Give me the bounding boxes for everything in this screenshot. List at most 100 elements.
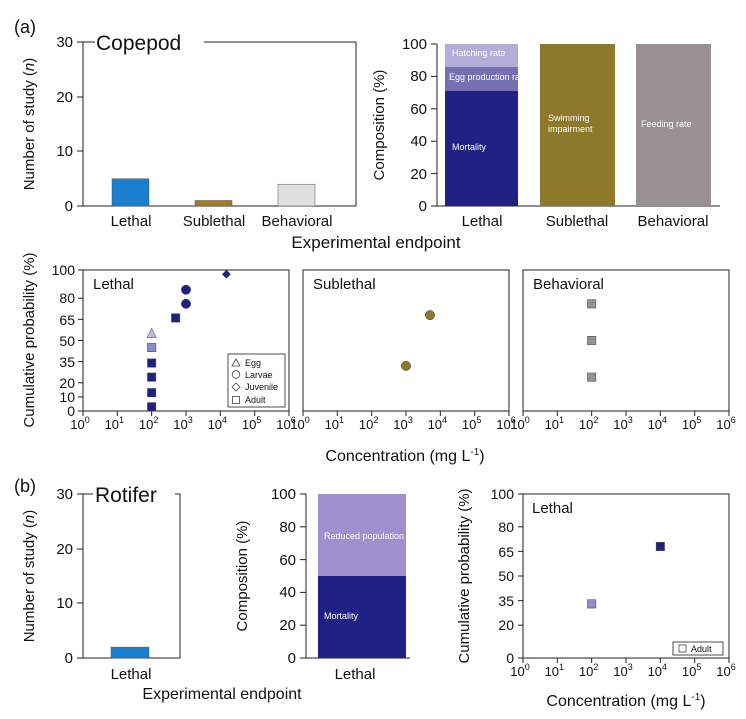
x-tick-label: 104 [648,662,667,679]
y-axis-label: Composition (%) [234,521,251,632]
panel-label-a: (a) [14,17,36,37]
y-tick: 80 [498,519,514,535]
legend-egg: Egg [245,358,261,368]
x-tick-label: 102 [579,415,598,432]
y-tick: 0 [65,650,73,667]
data-point-adult [171,313,181,323]
y-tick: 65 [59,312,75,328]
segment-label-swimming: Swimming impairment [548,113,593,134]
x-tick-label: Lethal [335,666,376,683]
y-tick: 0 [67,403,75,419]
y-tick: 20 [56,89,73,106]
x-tick-label: 100 [510,662,529,679]
y-tick: 20 [56,541,73,558]
x-tick-label: Lethal [111,213,152,230]
y-tick: 20 [410,166,427,183]
y-tick: 80 [59,290,75,306]
data-point-adult [147,388,157,398]
y-tick: 80 [279,519,296,536]
legend-adult: Adult [245,395,266,405]
y-axis-label: Cumulative probability (%) [456,488,473,663]
marker-legend: Egg Larvae Juvenile Adult [227,353,286,408]
data-point-larvae [181,284,191,295]
y-axis: 0 10 20 35 50 65 80 100 [52,262,83,419]
bar-behavioral [277,183,316,207]
juvenile-symbol [231,382,241,392]
x-tick-label: Sublethal [546,213,609,230]
x-axis-label: Concentration (mg L-1) [546,692,705,710]
bar-sublethal [194,200,233,207]
x-axis-label: Experimental endpoint [142,686,302,703]
y-tick: 80 [410,68,427,85]
y-tick: 20 [279,617,296,634]
x-tick-label: 100 [70,415,89,432]
x-tick-label: Lethal [462,213,503,230]
data-point-adult [147,343,157,353]
copepod-lethal-cdf-chart: Lethal Cumulative probability (%) 0 10 2… [21,252,290,428]
y-tick: 0 [506,650,514,666]
y-tick: 50 [498,568,514,584]
legend-adult: Adult [691,644,712,654]
x-axis-ticks: 100 101 102 103 104 105 106 [510,658,736,679]
segment-egg-production-rate [445,66,518,91]
chart-title: Behavioral [533,276,604,293]
adult-symbol [678,644,687,653]
segment-label-feeding: Feeding rate [641,119,692,129]
x-tick-label: 101 [545,662,564,679]
x-tick-label: 100 [290,415,309,432]
y-tick: 20 [498,617,514,633]
segment-swimming-impairment [540,44,615,206]
y-tick: 100 [271,486,296,503]
segment-label-hatching: Hatching rate [452,48,506,58]
y-tick: 100 [52,262,76,278]
segment-mortality [445,91,518,206]
data-point-larvae [425,310,435,321]
segment-label-egg-production: Egg production rate [449,72,528,82]
x-tick-label: 105 [682,415,701,432]
data-point-adult [587,299,597,309]
y-tick: 50 [59,333,75,349]
y-axis-label: Composition (%) [371,70,388,181]
x-tick-label: 104 [428,415,447,432]
y-axis-label: Cumulative probability (%) [21,252,38,427]
data-point-adult [147,358,157,368]
chart-title: Sublethal [313,276,376,293]
rotifer-study-chart: 30 20 10 0 Number of study (n) Rotifer L… [21,484,181,683]
segment-label-reduced: Reduced population [324,531,404,541]
plot-frame [522,493,730,659]
y-tick: 100 [402,36,427,53]
larvae-symbol [231,370,241,379]
bar-lethal [111,178,150,207]
data-point-adult [147,372,157,382]
x-tick-label: 106 [716,662,735,679]
y-tick: 40 [410,133,427,150]
segment-label-mortality: Mortality [452,142,487,152]
x-axis-label: Experimental endpoint [291,233,460,252]
x-tick-label: 101 [545,415,564,432]
scatter-points [587,299,597,382]
scatter-points [587,542,665,609]
chart-title: Lethal [93,276,134,293]
x-tick-label: 105 [242,415,261,432]
y-axis-label: Number of study (n) [21,58,38,191]
x-tick-label: 102 [359,415,378,432]
data-point-adult [147,402,157,412]
data-point-adult [587,599,597,609]
x-tick-label: 103 [613,662,632,679]
x-tick-label: Behavioral [262,213,333,230]
x-tick-label: Behavioral [638,213,709,230]
segment-feeding-rate [636,44,711,206]
y-tick: 35 [498,593,514,609]
x-axis-ticks: 100 101 102 103 104 105 106 100 101 102 103 104 105 1… [70,411,736,432]
x-tick-label: 101 [105,415,124,432]
scatter-points [401,310,435,371]
segment-hatching-rate [445,44,518,67]
y-tick: 35 [59,354,75,370]
egg-symbol [231,358,241,367]
x-tick-label: 106 [716,415,735,432]
segment-mortality [318,576,406,658]
data-point-larvae [181,298,191,309]
x-tick-label: 101 [325,415,344,432]
y-tick: 20 [59,375,75,391]
